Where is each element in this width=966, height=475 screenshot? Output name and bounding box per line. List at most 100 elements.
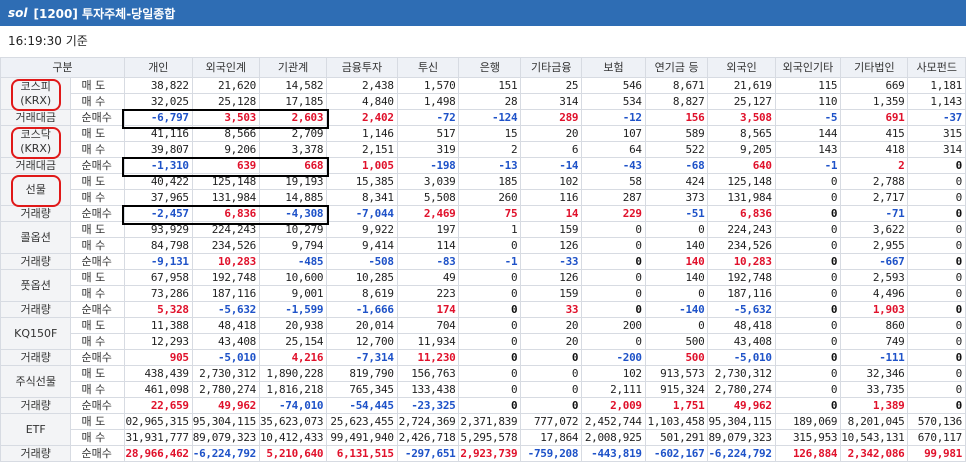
value-cell: 0 bbox=[520, 381, 583, 398]
value-cell: -5,010 bbox=[191, 349, 260, 366]
table-row[interactable]: 매 수 84,798 234,526 9,794 9,414 114 0 126 0 140 234… bbox=[1, 237, 966, 254]
table-row[interactable]: 거래대금 순매수 -6,797 3,503 2,603 2,402 -72 -124 289 -1… bbox=[0, 109, 966, 126]
table-row[interactable]: 매 수 73,286 187,116 9,001 8,619 223 0 159 0 0 187,1… bbox=[1, 285, 966, 302]
value-cell: 140 bbox=[644, 237, 709, 254]
value-cell: -5,010 bbox=[707, 349, 776, 366]
value-cell: 33 bbox=[520, 301, 583, 318]
value-cell: 570,136 bbox=[907, 413, 966, 430]
value-cell: 48,418 bbox=[191, 317, 260, 334]
side-label: 순매수 bbox=[70, 349, 125, 366]
column-header[interactable]: 보험 bbox=[581, 57, 646, 78]
table-row[interactable]: KQ150F 매 도 11,388 48,418 20,938 20,014 704 0 20 2… bbox=[0, 317, 966, 350]
table-row[interactable]: 거래량 순매수 -2,457 6,836 -4,308 -7,044 2,469 75 14 22… bbox=[0, 205, 966, 222]
column-header[interactable]: 기타법인 bbox=[840, 57, 909, 78]
value-cell: 10,283 bbox=[707, 253, 776, 270]
table-row[interactable]: 주식선물 매 도 438,439 2,730,312 1,890,228 819,790 1… bbox=[0, 365, 966, 398]
table-row[interactable]: 거래량 순매수 22,659 49,962 -74,010 -54,445 -23,325 0… bbox=[0, 397, 966, 414]
value-cell: 424 bbox=[644, 173, 709, 190]
value-cell: 1,146 bbox=[326, 125, 398, 142]
volume-label: 거래량 bbox=[0, 253, 72, 270]
value-cell: 140 bbox=[644, 253, 709, 270]
value-cell: 192,748 bbox=[191, 269, 260, 286]
value-cell: 6,836 bbox=[707, 205, 776, 222]
table-row[interactable]: 거래량 순매수 5,328 -5,632 -1,599 -1,666 174 0 33 0 -140… bbox=[0, 301, 966, 318]
volume-label: 거래량 bbox=[0, 397, 72, 414]
table-row[interactable]: 매 수 32,025 25,128 17,185 4,840 1,498 28 314 534 8… bbox=[1, 93, 966, 110]
table-row[interactable]: 거래대금 순매수 -1,310 639 668 1,005 -198 -13 -14 -43 -68… bbox=[0, 157, 966, 174]
value-cell: 640 bbox=[707, 157, 776, 174]
column-header[interactable]: 연기금 등 bbox=[644, 57, 709, 78]
value-cell: -297,651 bbox=[396, 445, 460, 462]
group-label: 코스닥 (KRX) bbox=[0, 125, 72, 158]
value-cell: 1,570 bbox=[396, 77, 460, 94]
value-cell: -9,131 bbox=[123, 253, 193, 270]
column-header[interactable]: 사모펀드 bbox=[907, 57, 966, 78]
column-header[interactable]: 외국인기타 bbox=[774, 57, 842, 78]
table-row[interactable]: 매 수 461,098 2,780,274 1,816,218 765,345 133,4… bbox=[1, 381, 966, 398]
value-cell: 10,600 bbox=[258, 269, 328, 286]
group-name: ETF bbox=[25, 422, 46, 436]
value-cell: 2 bbox=[458, 141, 522, 158]
table-row[interactable]: 거래량 순매수 28,966,462 -6,224,792 5,210,640 6,131… bbox=[0, 445, 966, 462]
group-label: 선물 bbox=[0, 173, 72, 206]
value-cell: -4,308 bbox=[258, 205, 328, 222]
table-row[interactable]: 코스닥 (KRX) 매 도 41,116 8,566 2,709 1,146 517 15 20 1… bbox=[0, 125, 966, 158]
value-cell: 126 bbox=[520, 237, 583, 254]
value-cell: 64 bbox=[581, 141, 646, 158]
value-cell: 224,243 bbox=[191, 221, 260, 238]
value-cell: 0 bbox=[458, 381, 522, 398]
value-cell: 125,148 bbox=[191, 173, 260, 190]
table-row[interactable]: 매 수 12,293 43,408 25,154 12,700 11,934 0 20 0 500… bbox=[1, 333, 966, 350]
value-cell: 0 bbox=[907, 189, 966, 206]
group-subname: (KRX) bbox=[20, 141, 52, 155]
value-cell: 9,922 bbox=[326, 221, 398, 238]
group-name: 선물 bbox=[25, 182, 46, 196]
volume-label: 거래량 bbox=[0, 445, 72, 462]
table-header-row: 구분 개인 외국인계 기관계 금융투자 투신 은행 기타금융 보험 연기금 등 외국인 외국인기타 기타… bbox=[0, 57, 966, 78]
value-cell: 67,958 bbox=[123, 269, 193, 286]
column-header[interactable]: 구분 bbox=[0, 57, 125, 78]
table-row[interactable]: 매 수 31,931,777 89,079,323 10,412,433 99,491,… bbox=[1, 429, 966, 446]
side-label: 매 도 bbox=[70, 125, 125, 142]
time-basis-label: 16:19:30 기준 bbox=[8, 34, 88, 48]
volume-label: 거래량 bbox=[0, 301, 72, 318]
value-cell: 0 bbox=[907, 349, 966, 366]
value-cell: 2,452,744 bbox=[581, 413, 646, 430]
value-cell: 25,623,455 bbox=[326, 413, 398, 430]
column-header[interactable]: 외국인 bbox=[707, 57, 776, 78]
table-row[interactable]: ETF 매 도 02,965,315 95,304,115 35,623,073 25,6… bbox=[0, 413, 966, 446]
table-row[interactable]: 코스피 (KRX) 매 도 38,822 21,620 14,582 2,438 1,570 1… bbox=[0, 77, 966, 110]
value-cell: 10,283 bbox=[191, 253, 260, 270]
value-cell: 6 bbox=[520, 141, 583, 158]
value-cell: 0 bbox=[907, 381, 966, 398]
value-cell: -13 bbox=[458, 157, 522, 174]
table-row[interactable]: 선물 매 도 40,422 125,148 19,193 15,385 3,039 185 10… bbox=[0, 173, 966, 206]
side-label: 매 수 bbox=[70, 141, 125, 158]
column-header[interactable]: 기관계 bbox=[258, 57, 328, 78]
table-row[interactable]: 거래량 순매수 -9,131 10,283 -485 -508 -83 -1 -33 0 140 10… bbox=[0, 253, 966, 270]
side-label: 매 도 bbox=[70, 413, 125, 430]
group-name: 풋옵션 bbox=[20, 278, 51, 292]
table-row[interactable]: 콜옵션 매 도 93,929 224,243 10,279 9,922 197 1 159 0 0 2… bbox=[0, 221, 966, 254]
value-cell: 0 bbox=[907, 397, 966, 414]
column-header[interactable]: 기타금융 bbox=[520, 57, 583, 78]
value-cell: 2,009 bbox=[581, 397, 646, 414]
table-row[interactable]: 매 수 37,965 131,984 14,885 8,341 5,508 260 116 28… bbox=[1, 189, 966, 206]
column-header[interactable]: 은행 bbox=[458, 57, 522, 78]
column-header[interactable]: 금융투자 bbox=[326, 57, 398, 78]
table-row[interactable]: 거래량 순매수 905 -5,010 4,216 -7,314 11,230 0 0 -200 50… bbox=[0, 349, 966, 366]
value-cell: -51 bbox=[644, 205, 709, 222]
table-row[interactable]: 매 수 39,807 9,206 3,378 2,151 319 2 6 64 522 9,205 1… bbox=[1, 141, 966, 158]
value-cell: 33,735 bbox=[840, 381, 909, 398]
group-label: 코스피 (KRX) bbox=[0, 77, 72, 110]
column-header[interactable]: 투신 bbox=[396, 57, 460, 78]
table-row[interactable]: 풋옵션 매 도 67,958 192,748 10,600 10,285 49 0 126 0 14… bbox=[0, 269, 966, 302]
value-cell: 114 bbox=[396, 237, 460, 254]
value-cell: -6,224,792 bbox=[707, 445, 776, 462]
column-header[interactable]: 외국인계 bbox=[191, 57, 260, 78]
side-label: 매 수 bbox=[70, 189, 125, 206]
value-cell: 589 bbox=[644, 125, 709, 142]
column-header[interactable]: 개인 bbox=[123, 57, 193, 78]
group-label: 주식선물 bbox=[0, 365, 72, 398]
value-cell: 9,206 bbox=[191, 141, 260, 158]
